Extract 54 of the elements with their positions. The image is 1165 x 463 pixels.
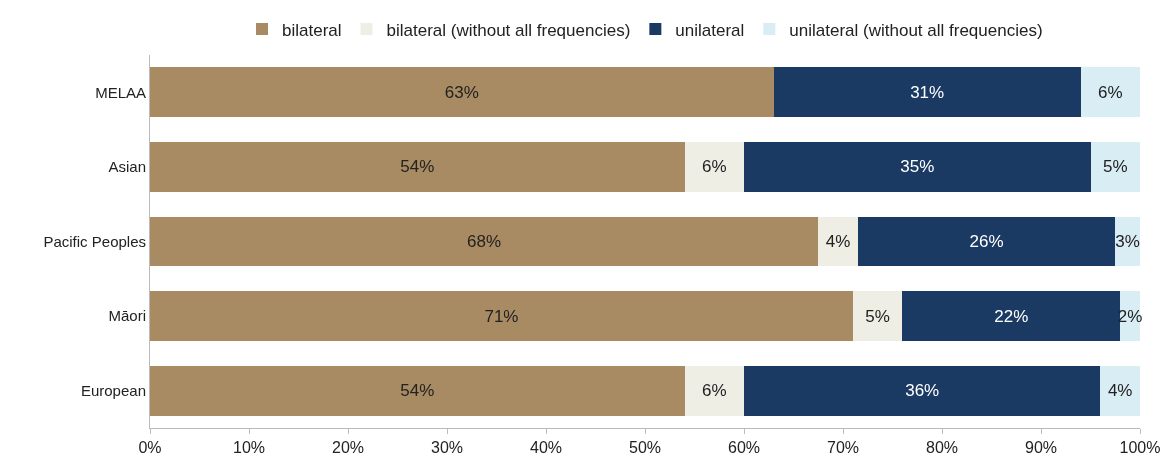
data-label: 35%	[900, 157, 935, 177]
bar	[1080, 67, 1140, 118]
bar	[150, 67, 774, 118]
data-label: 54%	[400, 157, 435, 177]
data-label: 54%	[400, 381, 435, 401]
data-label: 5%	[1102, 157, 1128, 177]
legend-label: unilateral	[675, 20, 745, 40]
x-tick-label: 0%	[138, 439, 162, 457]
data-label: 6%	[702, 157, 727, 177]
data-label: 31%	[910, 82, 945, 102]
data-label: 26%	[969, 232, 1004, 251]
data-label: 68%	[467, 232, 502, 251]
legend-label: bilateral (without all frequencies)	[386, 20, 631, 40]
bar	[150, 365, 685, 416]
bar	[857, 216, 1116, 267]
y-tick-label: European	[80, 381, 146, 399]
x-tick-label: 90%	[1024, 439, 1058, 457]
x-tick-label: 20%	[331, 439, 365, 457]
y-tick-label: Pacific Peoples	[43, 232, 146, 250]
data-label: 5%	[865, 306, 890, 326]
bar	[773, 67, 1081, 118]
y-tick-label: Māori	[108, 307, 146, 325]
data-label: 63%	[444, 82, 479, 102]
bar	[744, 365, 1101, 416]
bar	[852, 291, 903, 342]
x-tick-label: 100%	[1119, 439, 1161, 457]
legend-label: bilateral	[282, 20, 342, 40]
data-label: 4%	[1107, 381, 1133, 401]
x-tick-label: 50%	[628, 439, 662, 457]
x-tick-label: 70%	[826, 439, 860, 457]
x-tick-label: 60%	[727, 439, 761, 457]
x-tick-label: 10%	[232, 439, 266, 457]
data-label: 71%	[484, 306, 519, 326]
bar	[818, 216, 858, 267]
y-tick-label: Asian	[108, 158, 146, 176]
data-label: 6%	[702, 381, 727, 401]
y-tick-label: MELAA	[95, 83, 146, 101]
x-tick-label: 40%	[529, 439, 563, 457]
data-label: 36%	[905, 381, 940, 401]
data-label: 4%	[825, 232, 851, 251]
bar	[744, 141, 1091, 192]
bar	[1090, 141, 1140, 192]
bar	[150, 141, 685, 192]
bar	[150, 216, 819, 267]
x-tick-label: 80%	[925, 439, 959, 457]
bar	[684, 365, 744, 416]
bar	[1100, 365, 1140, 416]
bar	[150, 291, 853, 342]
data-label: 6%	[1098, 82, 1123, 102]
bar	[684, 141, 744, 192]
data-label: 3%	[1115, 232, 1140, 251]
legend-label: unilateral (without all frequencies)	[789, 20, 1043, 40]
data-label: 22%	[994, 306, 1029, 326]
x-tick-label: 30%	[430, 439, 464, 457]
